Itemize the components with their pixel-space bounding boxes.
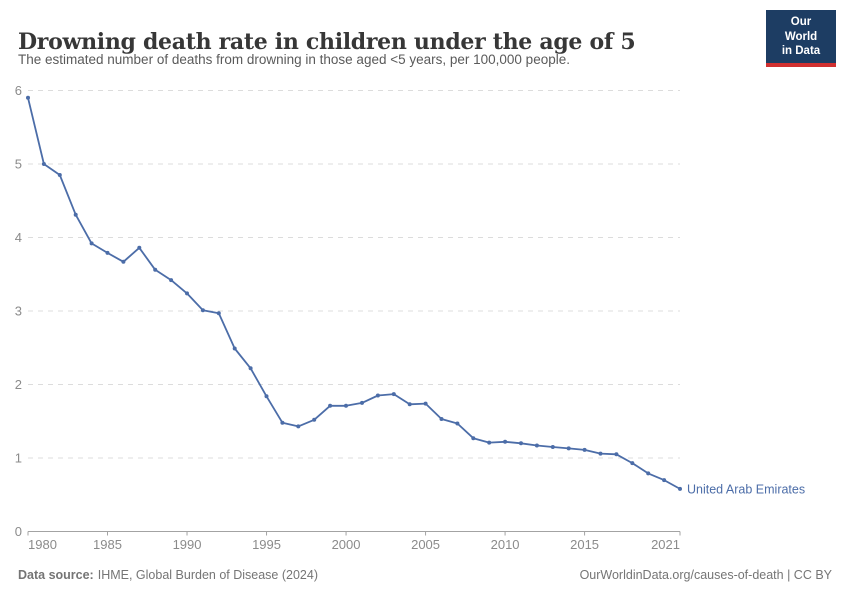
series-line[interactable] (27, 97, 681, 490)
owid-logo-line1: Our World (784, 16, 818, 43)
x-tick-label-1990: 1990 (173, 537, 202, 552)
data-point-1993[interactable] (232, 346, 237, 351)
chart-footer: Data source: IHME, Global Burden of Disea… (18, 568, 832, 582)
x-tick-label-2000: 2000 (332, 537, 361, 552)
owid-logo[interactable]: Our World in Data (766, 10, 836, 68)
data-point-1986[interactable] (121, 259, 126, 264)
data-point-2019[interactable] (646, 471, 651, 476)
data-point-1987[interactable] (137, 245, 142, 250)
x-tick-label-2015: 2015 (570, 537, 599, 552)
data-point-1995[interactable] (264, 394, 269, 399)
data-point-1997[interactable] (296, 424, 301, 429)
y-tick-label-1: 1 (15, 451, 22, 466)
data-point-1983[interactable] (73, 212, 78, 217)
data-point-2002[interactable] (375, 393, 380, 398)
x-tick-label-1995: 1995 (252, 537, 281, 552)
data-point-2006[interactable] (439, 417, 444, 421)
data-point-1985[interactable] (105, 250, 110, 255)
owid-logo-line2: in Data (781, 45, 821, 58)
data-point-2001[interactable] (360, 400, 364, 405)
data-point-2000[interactable] (344, 403, 348, 408)
data-point-1981[interactable] (41, 162, 46, 166)
y-tick-label-6: 6 (15, 83, 22, 98)
x-tick-label-2021: 2021 (651, 537, 680, 552)
y-tick-label-2: 2 (15, 377, 22, 392)
data-point-2008[interactable] (471, 436, 476, 441)
data-point-2017[interactable] (614, 452, 619, 457)
series-end-label[interactable]: United Arab Emirates (687, 482, 805, 496)
data-point-2007[interactable] (455, 421, 460, 426)
x-tick-label-2010: 2010 (491, 537, 520, 552)
y-tick-label-5: 5 (15, 157, 22, 172)
data-point-2004[interactable] (407, 402, 412, 407)
y-tick-label-4: 4 (15, 230, 22, 245)
data-point-2003[interactable] (391, 392, 396, 397)
data-point-1992[interactable] (216, 311, 221, 316)
data-point-2014[interactable] (566, 446, 571, 451)
data-point-1999[interactable] (328, 403, 333, 408)
data-source-value: IHME, Global Burden of Disease (2024) (97, 568, 318, 582)
data-point-2018[interactable] (630, 461, 635, 466)
data-source-note: Data source: IHME, Global Burden of Disea… (18, 568, 318, 582)
credit-link[interactable]: OurWorldinData.org/causes-of-death | CC … (579, 568, 832, 582)
data-point-1988[interactable] (153, 267, 158, 272)
data-point-2016[interactable] (598, 451, 603, 456)
x-tick-label-2005: 2005 (411, 537, 440, 552)
data-point-2013[interactable] (550, 445, 555, 449)
data-point-2020[interactable] (662, 478, 667, 483)
chart-subtitle: The estimated number of deaths from drow… (18, 52, 570, 67)
data-point-1984[interactable] (89, 241, 94, 246)
x-tick-label-1980: 1980 (28, 537, 57, 552)
data-point-2005[interactable] (423, 401, 428, 406)
data-point-2009[interactable] (487, 440, 492, 445)
data-point-1989[interactable] (169, 278, 174, 283)
data-point-2012[interactable] (534, 443, 539, 448)
x-tick-label-1985: 1985 (93, 537, 122, 552)
chart-title: Drowning death rate in children under th… (18, 28, 636, 55)
data-point-1980[interactable] (26, 95, 30, 100)
data-point-1998[interactable] (312, 417, 317, 422)
data-point-1982[interactable] (57, 173, 62, 177)
data-point-1994[interactable] (248, 366, 253, 371)
data-point-1996[interactable] (280, 420, 285, 425)
y-tick-label-0: 0 (15, 524, 22, 539)
data-point-1990[interactable] (185, 291, 189, 296)
data-point-2011[interactable] (519, 441, 523, 446)
data-point-2010[interactable] (503, 439, 508, 444)
data-point-2021[interactable] (678, 486, 682, 491)
data-source-label: Data source: (18, 568, 94, 582)
data-point-1991[interactable] (200, 308, 205, 313)
y-tick-label-3: 3 (15, 304, 22, 319)
data-point-2015[interactable] (582, 447, 587, 452)
